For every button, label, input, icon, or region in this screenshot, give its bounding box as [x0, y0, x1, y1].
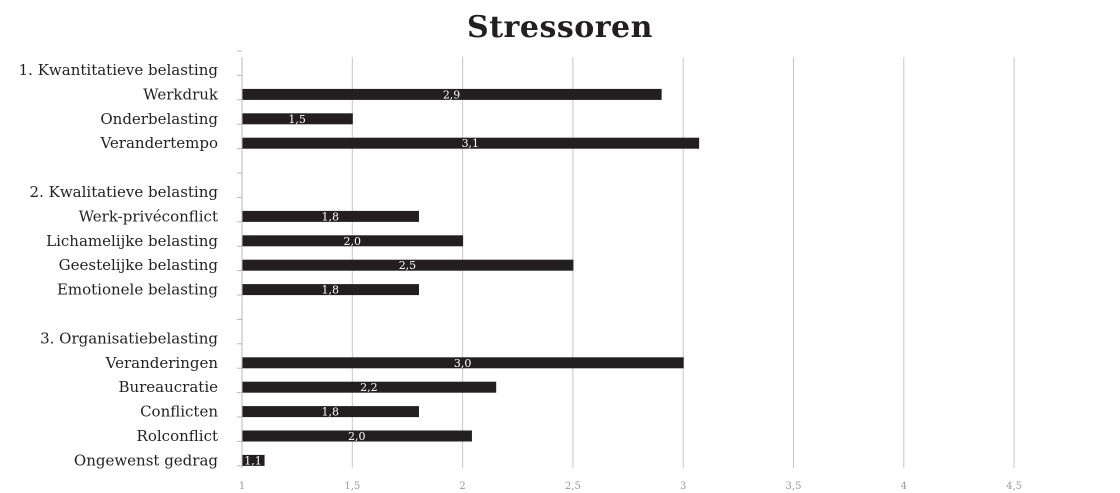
- category-label: Werk-privéconflict: [79, 207, 218, 225]
- data-label: 1,8: [321, 210, 339, 223]
- x-tick-label: 4,5: [1006, 481, 1022, 492]
- data-label: 2,0: [344, 235, 362, 248]
- data-label: 2,2: [360, 381, 378, 394]
- data-label: 1,1: [244, 454, 262, 467]
- category-label: Bureaucratie: [118, 378, 218, 396]
- bar: [242, 357, 684, 369]
- category-label: Veranderingen: [105, 354, 219, 372]
- bar: [242, 430, 472, 442]
- data-label: 2,9: [443, 88, 461, 101]
- bar: [242, 284, 419, 296]
- x-tick-label: 2: [459, 481, 465, 492]
- category-label: Verandertempo: [99, 134, 218, 152]
- category-label: Werkdruk: [143, 85, 219, 103]
- bar: [242, 88, 662, 100]
- x-tick-label: 2,5: [565, 481, 581, 492]
- category-label: 2. Kwalitatieve belasting: [30, 183, 219, 201]
- category-label: Geestelijke belasting: [59, 256, 219, 274]
- category-label: 3. Organisatiebelasting: [40, 329, 218, 347]
- data-label: 1,8: [321, 284, 339, 297]
- category-label: Emotionele belasting: [57, 281, 218, 299]
- x-tick-label: 4: [901, 481, 907, 492]
- bar: [242, 454, 265, 466]
- x-tick-label: 1: [239, 481, 245, 492]
- data-label: 3,1: [462, 137, 480, 150]
- category-label: Rolconflict: [137, 427, 218, 445]
- bar: [242, 113, 353, 125]
- x-tick-label: 3: [680, 481, 686, 492]
- data-label: 1,5: [288, 113, 306, 126]
- bar: [242, 381, 497, 393]
- x-tick-label: 1,5: [344, 481, 360, 492]
- data-label: 3,0: [454, 357, 472, 370]
- category-label: Lichamelijke belasting: [46, 232, 218, 250]
- data-label: 2,0: [348, 430, 366, 443]
- bar: [242, 259, 574, 271]
- chart-title: Stressoren: [467, 10, 653, 45]
- bar: [242, 235, 464, 247]
- bar: [242, 210, 419, 222]
- bar: [242, 137, 700, 149]
- category-label: Conflicten: [140, 403, 218, 421]
- data-label: 2,5: [399, 259, 417, 272]
- bar: [242, 406, 419, 418]
- x-tick-label: 3,5: [786, 481, 802, 492]
- category-label: 1. Kwantitatieve belasting: [19, 61, 219, 79]
- data-label: 1,8: [321, 406, 339, 419]
- category-label: Onderbelasting: [100, 110, 218, 128]
- category-label: Ongewenst gedrag: [74, 451, 219, 469]
